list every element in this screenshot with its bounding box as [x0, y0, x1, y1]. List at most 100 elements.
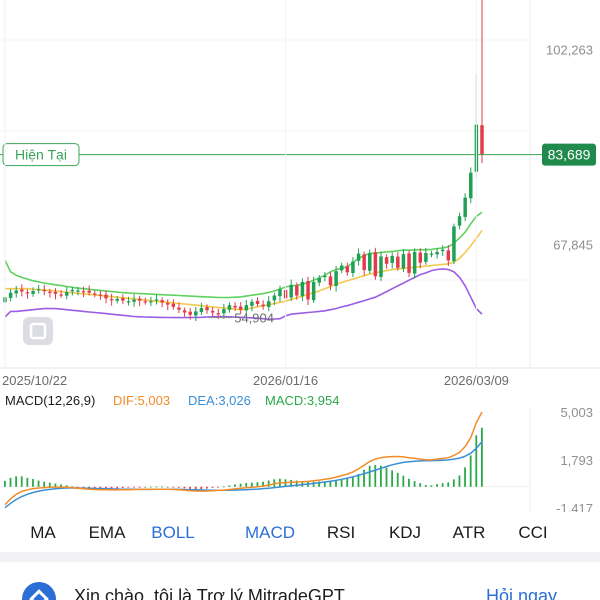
macd-bar — [26, 477, 29, 487]
tab-ma[interactable]: MA — [30, 523, 56, 542]
tab-ema[interactable]: EMA — [88, 523, 126, 542]
macd-bar — [408, 478, 410, 487]
tab-atr[interactable]: ATR — [452, 523, 486, 542]
candle — [104, 290, 108, 304]
date-axis: 2025/10/22 2026/01/16 2026/03/09 — [2, 0, 509, 388]
macd-bar — [54, 483, 57, 487]
candle-body — [339, 265, 344, 271]
candle — [351, 257, 355, 278]
macd-bar — [267, 480, 270, 487]
macd-bar — [363, 469, 365, 487]
boll-middle-line — [5, 229, 483, 311]
macd-bar — [295, 480, 298, 487]
candle — [418, 248, 423, 269]
candle-body — [210, 310, 215, 313]
candle — [154, 294, 159, 305]
current-price-line: Hiện Tại 83,689 — [0, 143, 596, 167]
watermark-icon — [23, 317, 53, 345]
candle-body — [300, 281, 305, 297]
annotations: 54,904 — [208, 311, 274, 326]
macd-bar — [4, 480, 6, 487]
tab-cci[interactable]: CCI — [518, 523, 548, 542]
macd-bar — [76, 486, 79, 488]
candle — [267, 295, 271, 312]
candle-body — [205, 307, 209, 311]
tab-boll[interactable]: BOLL — [151, 523, 195, 542]
candle-body — [345, 266, 350, 273]
section-divider — [0, 552, 600, 562]
ask-now-link[interactable]: Hỏi ngay — [486, 586, 558, 600]
candle — [328, 271, 333, 291]
candle-body — [295, 285, 299, 296]
candle-body — [154, 299, 159, 301]
candle — [435, 248, 439, 259]
candle-body — [328, 276, 333, 286]
current-label: Hiện Tại — [15, 147, 67, 163]
macd-tick-label: 5,003 — [560, 405, 593, 420]
candle-body — [177, 307, 181, 310]
macd-bar — [290, 479, 292, 487]
macd-bar — [256, 482, 259, 487]
macd-bar — [155, 486, 158, 488]
macd-chart[interactable]: MACD(12,26,9) DIF:5,003 DEA:3,026 MACD:3,95… — [0, 390, 600, 512]
candle-body — [70, 289, 75, 292]
macd-bar — [335, 480, 337, 487]
candle-body — [463, 197, 467, 217]
candle-body — [323, 275, 327, 278]
candle — [311, 276, 316, 304]
price-grid — [0, 0, 600, 369]
candle-body — [368, 253, 372, 271]
candle-body — [137, 298, 142, 301]
macd-bar — [222, 486, 225, 488]
tab-macd[interactable]: MACD — [244, 523, 296, 542]
macd-bar — [82, 486, 85, 489]
macd-bar — [127, 486, 130, 488]
candle-body — [238, 306, 243, 310]
macd-tick-label: -1,417 — [556, 501, 593, 512]
macd-bar — [110, 486, 113, 489]
tab-rsi[interactable]: RSI — [326, 523, 356, 542]
macd-bar — [396, 472, 399, 487]
candle-body — [452, 226, 456, 262]
macd-bar — [351, 476, 354, 487]
candle — [25, 289, 30, 299]
candle-body — [14, 290, 18, 294]
candle-body — [132, 299, 136, 302]
candle-body — [199, 307, 204, 313]
candle — [244, 299, 249, 316]
assistant-card[interactable]: Xin chào, tôi là Trợ lý MitradeGPT Hỏi n… — [0, 562, 600, 600]
macd-histogram — [4, 427, 483, 490]
candle-body — [255, 300, 260, 305]
candle-body — [407, 253, 411, 273]
macd-bar — [133, 486, 135, 488]
macd-legend: MACD(12,26,9) DIF:5,003 DEA:3,026 MACD:3,95… — [5, 393, 339, 408]
macd-bar — [391, 470, 394, 487]
candle-body — [233, 305, 237, 308]
candle — [31, 287, 35, 297]
candle-body — [36, 289, 41, 291]
candle — [210, 307, 215, 317]
candle-body — [87, 290, 91, 293]
candle — [87, 285, 91, 296]
macd-bar — [329, 481, 332, 487]
candle-body — [166, 303, 170, 305]
candle-body — [53, 291, 58, 294]
candle-body — [98, 294, 103, 296]
candle-body — [306, 281, 310, 300]
candle — [199, 302, 204, 315]
macd-bar — [469, 455, 472, 487]
macd-bar — [194, 486, 197, 490]
price-tick-label: 102,263 — [546, 42, 593, 57]
candle — [317, 275, 321, 287]
macd-bar — [245, 482, 248, 487]
macd-bar — [48, 482, 51, 487]
candle-body — [440, 249, 445, 252]
candle-body — [429, 253, 434, 255]
candle-body — [160, 300, 164, 303]
candle — [384, 254, 389, 269]
candle — [368, 249, 372, 274]
candle-body — [289, 284, 293, 298]
candle — [188, 308, 192, 320]
tab-kdj[interactable]: KDJ — [388, 523, 422, 542]
